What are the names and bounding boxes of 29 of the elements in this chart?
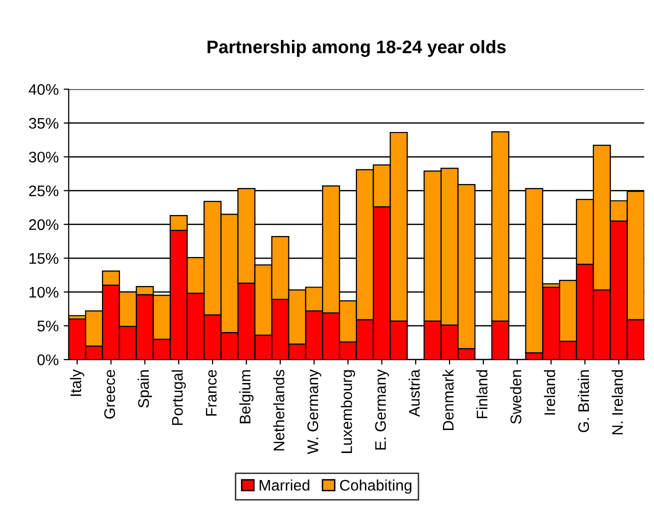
x-tick-label: W. Germany <box>307 369 322 454</box>
x-tick-label: Belgium <box>239 370 254 424</box>
x-tick-label: Finland <box>476 370 488 418</box>
y-tick-label: 35% <box>28 118 58 129</box>
y-tick-label: 40% <box>28 84 58 95</box>
x-tick-label: G. Britain <box>578 370 590 432</box>
y-tick-label: 30% <box>28 152 58 163</box>
legend-label: Married <box>260 479 310 491</box>
x-tick-label: N. Ireland <box>612 370 623 434</box>
x-tick-label: France <box>206 370 217 416</box>
y-tick-label: 10% <box>30 286 58 298</box>
x-tick-label: Portugal <box>172 370 186 425</box>
x-tick-label: E. Germany <box>375 369 389 450</box>
y-tick-label: 20% <box>29 219 58 230</box>
legend-label: Cohabiting <box>340 479 412 494</box>
x-tick-label: Ireland <box>544 370 556 415</box>
y-tick-label: 25% <box>29 185 58 196</box>
x-tick-label: Sweden <box>510 370 522 424</box>
x-tick-label: Austria <box>408 369 420 417</box>
chart-title: Partnership among 18-24 year olds <box>208 40 506 57</box>
x-tick-label: Italy <box>70 369 84 396</box>
x-tick-label: Luxembourg <box>340 370 356 453</box>
x-tick-label: Spain <box>138 370 152 408</box>
y-tick-label: 0% <box>37 354 58 366</box>
x-tick-label: Denmark <box>442 369 454 430</box>
y-tick-label: 15% <box>30 253 58 264</box>
x-tick-label: Greece <box>104 370 116 419</box>
y-tick-label: 5% <box>37 320 58 332</box>
x-tick-label: Netherlands <box>273 370 284 450</box>
